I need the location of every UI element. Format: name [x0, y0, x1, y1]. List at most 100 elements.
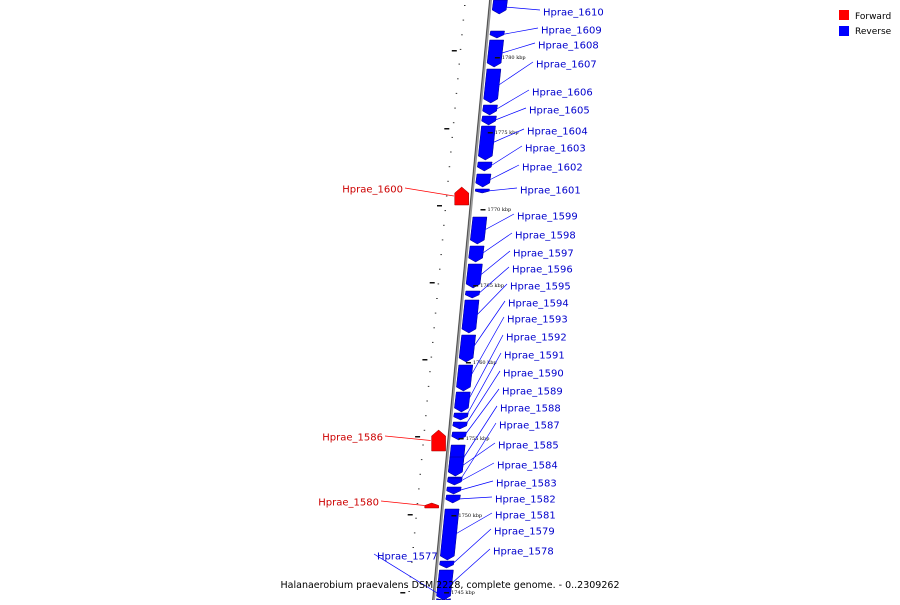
gene-feature-hprae_1578[interactable] — [436, 569, 454, 601]
gene-feature-hprae_1604[interactable] — [478, 125, 496, 161]
gene-feature-hprae_1607[interactable] — [483, 68, 502, 104]
gene-feature-hprae_1602[interactable] — [475, 173, 492, 188]
gene-feature-hprae_1579[interactable] — [439, 560, 455, 569]
leader-line — [494, 89, 530, 111]
leader-line — [487, 187, 518, 192]
gene-label-hprae_1608[interactable]: Hprae_1608 — [538, 41, 599, 52]
gene-label-hprae_1593[interactable]: Hprae_1593 — [507, 315, 568, 326]
leader-line — [493, 107, 527, 121]
scale-label: 1780 kbp — [502, 55, 526, 61]
gene-feature-hprae_1601[interactable] — [474, 188, 490, 194]
gene-feature-hprae_1603[interactable] — [477, 161, 493, 172]
gene-label-hprae_1609[interactable]: Hprae_1609 — [541, 26, 602, 37]
leader-line — [459, 462, 495, 482]
gene-feature-hprae_1594[interactable] — [458, 334, 476, 363]
leader-line — [449, 548, 491, 586]
gene-label-hprae_1601[interactable]: Hprae_1601 — [520, 186, 581, 197]
gene-label-hprae_1581[interactable]: Hprae_1581 — [495, 511, 556, 522]
gene-feature-hprae_1598[interactable] — [468, 245, 485, 263]
scale-tick — [451, 515, 457, 517]
gene-label-hprae_1587[interactable]: Hprae_1587 — [499, 421, 560, 432]
legend-forward-swatch — [839, 10, 849, 20]
gene-feature-hprae_1580[interactable] — [424, 502, 439, 509]
gene-label-hprae_1596[interactable]: Hprae_1596 — [512, 265, 573, 276]
scale-tick — [487, 132, 493, 134]
scale-tick — [494, 57, 500, 59]
gene-feature-hprae_1599[interactable] — [470, 216, 488, 245]
gene-label-hprae_1597[interactable]: Hprae_1597 — [513, 249, 574, 260]
gene-label-hprae_1582[interactable]: Hprae_1582 — [495, 495, 556, 506]
scale-tick — [444, 592, 450, 594]
gene-label-hprae_1580[interactable]: Hprae_1580 — [318, 498, 379, 509]
gene-feature-hprae_1585[interactable] — [448, 456, 465, 477]
gene-label-hprae_1606[interactable]: Hprae_1606 — [532, 88, 593, 99]
leader-line — [465, 352, 502, 417]
leader-line — [451, 528, 492, 565]
leader-line — [461, 405, 498, 461]
gene-feature-hprae_1596[interactable] — [464, 290, 481, 299]
scale-tick — [480, 209, 486, 211]
gene-feature-hprae_1591[interactable] — [453, 412, 469, 421]
gene-label-hprae_1577[interactable]: Hprae_1577 — [377, 552, 438, 563]
gene-label-hprae_1598[interactable]: Hprae_1598 — [515, 231, 576, 242]
gene-label-hprae_1605[interactable]: Hprae_1605 — [529, 106, 590, 117]
leader-line — [502, 27, 539, 35]
gene-feature-hprae_1586[interactable] — [431, 429, 446, 452]
gene-feature-hprae_1583[interactable] — [446, 486, 462, 495]
gene-feature-hprae_1609[interactable] — [489, 30, 505, 39]
gene-label-hprae_1600[interactable]: Hprae_1600 — [342, 185, 403, 196]
legend-reverse-swatch — [839, 26, 849, 36]
leader-line — [475, 283, 508, 317]
gene-feature-hprae_1593[interactable] — [456, 364, 474, 392]
leader-line — [454, 512, 493, 535]
leader-line — [497, 61, 534, 87]
gene-feature-hprae_1608[interactable] — [486, 39, 504, 68]
leader-line — [458, 480, 494, 491]
leader-line — [472, 300, 506, 349]
leader-line — [458, 496, 493, 500]
gene-label-hprae_1595[interactable]: Hprae_1595 — [510, 282, 571, 293]
gene-label-hprae_1607[interactable]: Hprae_1607 — [536, 60, 597, 71]
gene-features — [424, 0, 508, 601]
gene-label-hprae_1590[interactable]: Hprae_1590 — [503, 369, 564, 380]
gene-feature-hprae_1600[interactable] — [454, 186, 469, 206]
scale-label: 1755 kbp — [466, 436, 490, 442]
gene-label-hprae_1604[interactable]: Hprae_1604 — [527, 127, 588, 138]
gene-feature-hprae_1581[interactable] — [440, 508, 460, 561]
gene-feature-hprae_1610[interactable] — [491, 0, 508, 15]
gene-feature-hprae_1595[interactable] — [461, 299, 480, 334]
legend-reverse-label: Reverse — [855, 27, 892, 37]
gene-feature-hprae_1592[interactable] — [454, 391, 471, 413]
gene-feature-hprae_1590[interactable] — [452, 421, 468, 430]
gene-labels: Hprae_1610 Hprae_1609 Hprae_1608 Hprae_1607… — [318, 6, 604, 601]
scale-label: 1765 kbp — [480, 283, 504, 289]
gene-label-hprae_1585[interactable]: Hprae_1585 — [498, 441, 559, 452]
gene-label-hprae_1584[interactable]: Hprae_1584 — [497, 461, 558, 472]
gene-label-hprae_1589[interactable]: Hprae_1589 — [502, 387, 563, 398]
gene-label-hprae_1599[interactable]: Hprae_1599 — [517, 212, 578, 223]
gene-label-hprae_1588[interactable]: Hprae_1588 — [500, 404, 561, 415]
gene-feature-hprae_1605[interactable] — [481, 115, 497, 126]
gene-feature-hprae_1606[interactable] — [482, 104, 498, 116]
leader-line — [477, 266, 510, 295]
gene-label-hprae_1592[interactable]: Hprae_1592 — [506, 333, 567, 344]
gene-label-hprae_1583[interactable]: Hprae_1583 — [496, 479, 557, 490]
leader-line — [461, 442, 496, 467]
gene-label-hprae_1591[interactable]: Hprae_1591 — [504, 351, 565, 362]
gene-label-hprae_1610[interactable]: Hprae_1610 — [543, 8, 604, 19]
gene-label-hprae_1594[interactable]: Hprae_1594 — [508, 299, 569, 310]
gene-label-hprae_1586[interactable]: Hprae_1586 — [322, 433, 383, 444]
leader-line — [504, 6, 541, 11]
gene-label-hprae_1578[interactable]: Hprae_1578 — [493, 547, 554, 558]
scale-tick — [473, 285, 479, 287]
leader-line — [466, 334, 504, 403]
gene-feature-hprae_1584[interactable] — [447, 477, 463, 486]
legend: Forward Reverse — [839, 10, 892, 37]
scale-tick — [465, 362, 471, 364]
gene-label-hprae_1602[interactable]: Hprae_1602 — [522, 163, 583, 174]
gene-label-hprae_1579[interactable]: Hprae_1579 — [494, 527, 555, 538]
gene-label-hprae_1603[interactable]: Hprae_1603 — [525, 144, 586, 155]
gene-feature-hprae_1582[interactable] — [445, 494, 461, 504]
scale-labels: 1780 kbp 1775 kbp 1770 kbp 1765 kbp 1760 kbp… — [444, 55, 526, 596]
scale-label: 1745 kbp — [451, 590, 475, 596]
